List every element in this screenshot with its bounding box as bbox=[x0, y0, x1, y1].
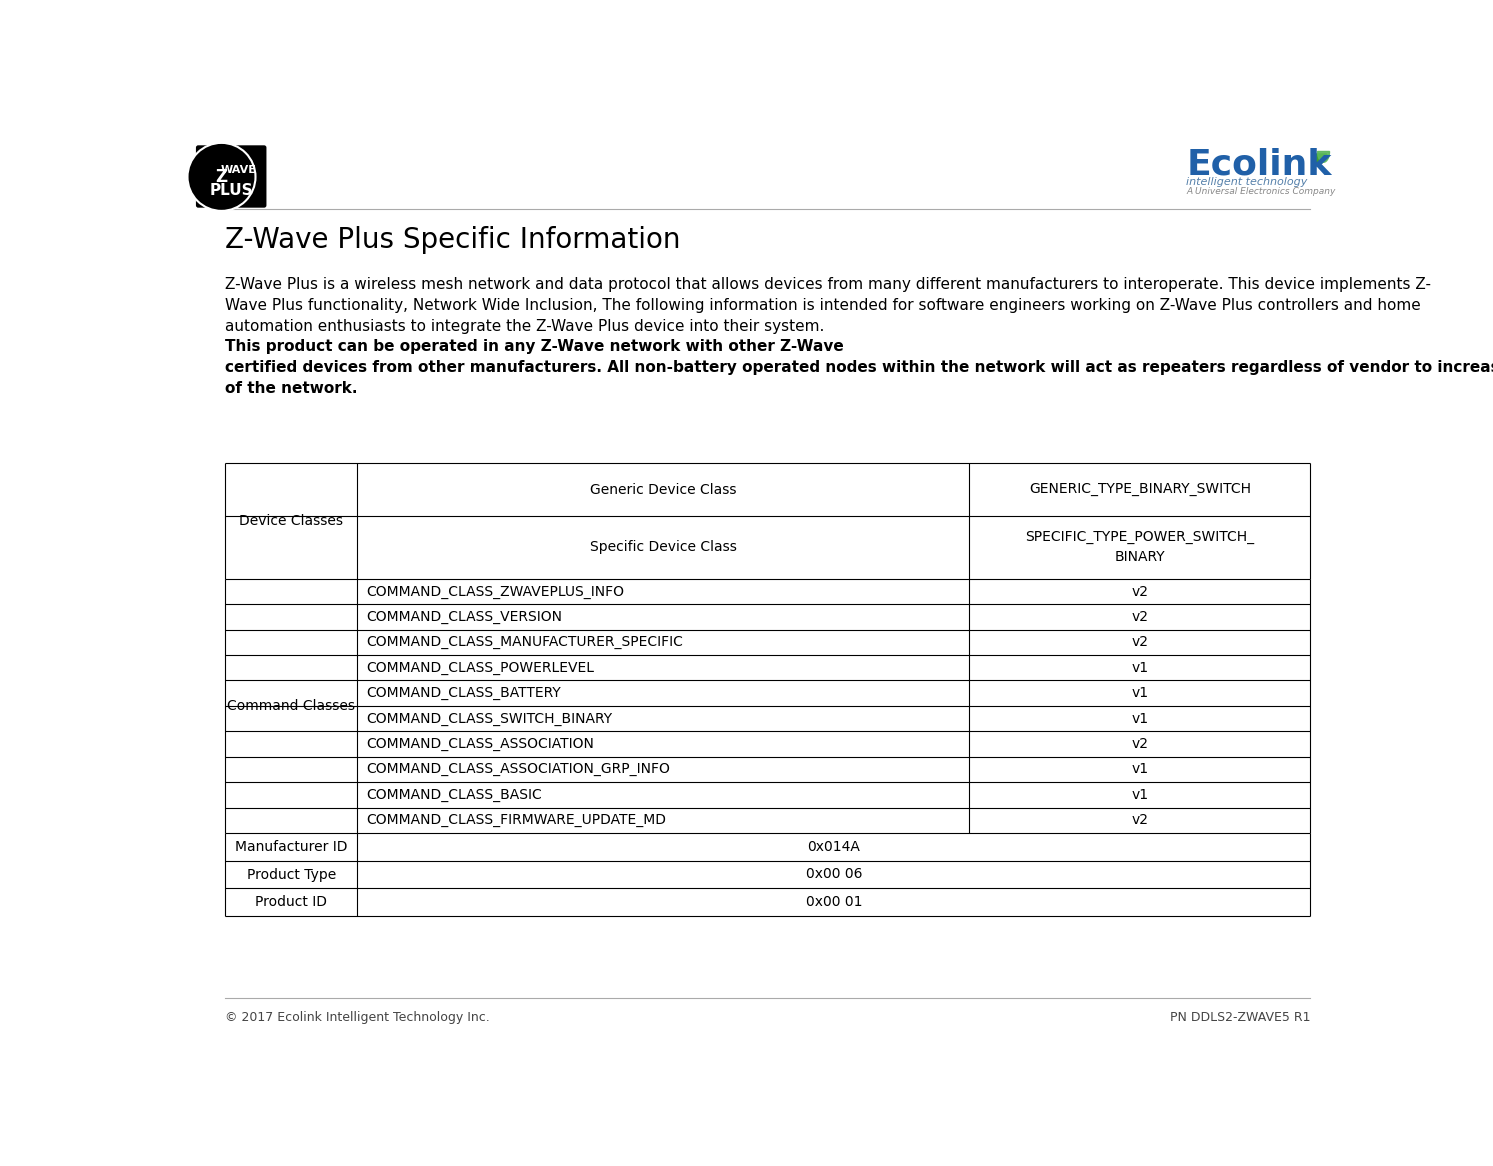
Text: Wave Plus functionality, Network Wide Inclusion, The following information is in: Wave Plus functionality, Network Wide In… bbox=[225, 297, 1421, 312]
Text: v1: v1 bbox=[1132, 711, 1148, 725]
Text: © 2017 Ecolink Intelligent Technology Inc.: © 2017 Ecolink Intelligent Technology In… bbox=[225, 1011, 490, 1024]
Text: 0x00 01: 0x00 01 bbox=[806, 895, 861, 909]
Text: Ecolink: Ecolink bbox=[1187, 148, 1332, 182]
Text: Generic Device Class: Generic Device Class bbox=[590, 483, 736, 497]
Text: COMMAND_CLASS_ZWAVEPLUS_INFO: COMMAND_CLASS_ZWAVEPLUS_INFO bbox=[366, 584, 624, 598]
Text: Command Classes: Command Classes bbox=[227, 698, 355, 712]
Text: COMMAND_CLASS_VERSION: COMMAND_CLASS_VERSION bbox=[366, 610, 563, 624]
Text: v2: v2 bbox=[1132, 737, 1148, 751]
Text: SPECIFIC_TYPE_POWER_SWITCH_
BINARY: SPECIFIC_TYPE_POWER_SWITCH_ BINARY bbox=[1026, 531, 1254, 564]
FancyBboxPatch shape bbox=[196, 146, 266, 208]
Text: Product ID: Product ID bbox=[255, 895, 327, 909]
Text: COMMAND_CLASS_BASIC: COMMAND_CLASS_BASIC bbox=[366, 788, 542, 802]
Text: v1: v1 bbox=[1132, 661, 1148, 675]
Text: v2: v2 bbox=[1132, 610, 1148, 624]
Text: WAVE: WAVE bbox=[221, 164, 257, 175]
Text: PLUS: PLUS bbox=[209, 183, 252, 198]
Text: Device Classes: Device Classes bbox=[239, 514, 343, 528]
Text: COMMAND_CLASS_POWERLEVEL: COMMAND_CLASS_POWERLEVEL bbox=[366, 661, 594, 675]
Text: COMMAND_CLASS_ASSOCIATION_GRP_INFO: COMMAND_CLASS_ASSOCIATION_GRP_INFO bbox=[366, 763, 670, 777]
Text: COMMAND_CLASS_ASSOCIATION: COMMAND_CLASS_ASSOCIATION bbox=[366, 737, 594, 751]
Text: v2: v2 bbox=[1132, 635, 1148, 649]
Text: PN DDLS2-ZWAVE5 R1: PN DDLS2-ZWAVE5 R1 bbox=[1171, 1011, 1311, 1024]
Text: v2: v2 bbox=[1132, 813, 1148, 827]
Text: Specific Device Class: Specific Device Class bbox=[590, 540, 736, 554]
Text: COMMAND_CLASS_MANUFACTURER_SPECIFIC: COMMAND_CLASS_MANUFACTURER_SPECIFIC bbox=[366, 635, 684, 649]
Text: Z-Wave Plus is a wireless mesh network and data protocol that allows devices fro: Z-Wave Plus is a wireless mesh network a… bbox=[225, 278, 1432, 292]
Text: Z: Z bbox=[215, 168, 227, 185]
Text: certified devices from other manufacturers. All non-battery operated nodes withi: certified devices from other manufacture… bbox=[225, 360, 1493, 375]
Text: v1: v1 bbox=[1132, 763, 1148, 777]
Polygon shape bbox=[1312, 154, 1327, 163]
Text: This product can be operated in any Z-Wave network with other Z-Wave: This product can be operated in any Z-Wa… bbox=[225, 339, 844, 354]
Text: 0x014A: 0x014A bbox=[808, 840, 860, 854]
Text: GENERIC_TYPE_BINARY_SWITCH: GENERIC_TYPE_BINARY_SWITCH bbox=[1029, 483, 1251, 497]
Text: COMMAND_CLASS_BATTERY: COMMAND_CLASS_BATTERY bbox=[366, 686, 561, 700]
Text: Product Type: Product Type bbox=[246, 868, 336, 881]
Polygon shape bbox=[1312, 154, 1327, 163]
Text: A Universal Electronics Company: A Universal Electronics Company bbox=[1187, 187, 1336, 196]
Text: v2: v2 bbox=[1132, 584, 1148, 598]
Polygon shape bbox=[1318, 152, 1330, 162]
Text: Manufacturer ID: Manufacturer ID bbox=[234, 840, 348, 854]
Text: automation enthusiasts to integrate the Z-Wave Plus device into their system.: automation enthusiasts to integrate the … bbox=[225, 318, 835, 333]
Text: intelligent technology: intelligent technology bbox=[1187, 177, 1308, 188]
Text: COMMAND_CLASS_SWITCH_BINARY: COMMAND_CLASS_SWITCH_BINARY bbox=[366, 711, 612, 725]
Text: COMMAND_CLASS_FIRMWARE_UPDATE_MD: COMMAND_CLASS_FIRMWARE_UPDATE_MD bbox=[366, 813, 666, 827]
Text: Z-Wave Plus Specific Information: Z-Wave Plus Specific Information bbox=[225, 226, 681, 254]
Text: 0x00 06: 0x00 06 bbox=[806, 868, 861, 881]
Text: v1: v1 bbox=[1132, 788, 1148, 802]
Text: v1: v1 bbox=[1132, 686, 1148, 700]
Text: of the network.: of the network. bbox=[225, 381, 358, 396]
